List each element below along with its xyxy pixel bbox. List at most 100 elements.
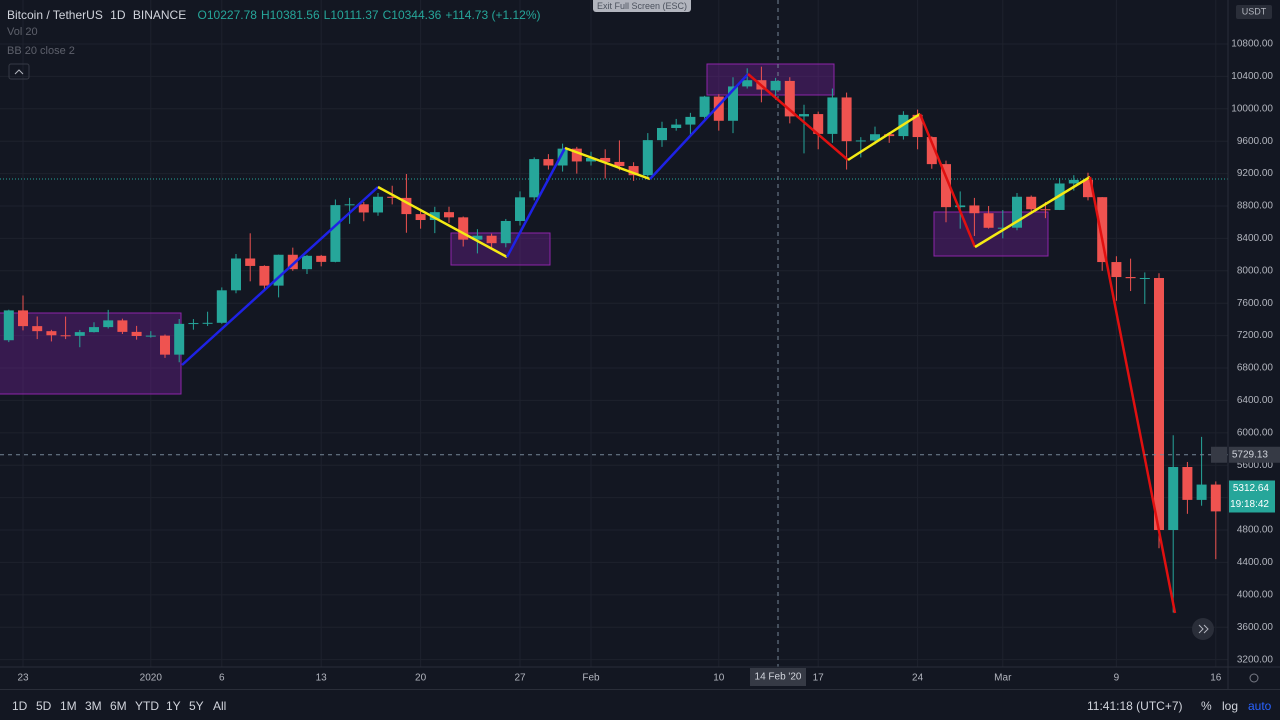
currency: USDT [1242,6,1267,16]
y-tick-label: 8000.00 [1237,265,1274,276]
candle-body [515,197,525,221]
candle-body [997,227,1008,229]
zigzag-down [1088,176,1177,614]
candle-body [401,197,412,215]
candle-body [628,166,639,176]
settings-icon[interactable] [1249,673,1259,683]
ohlc-value: C10344.36 [382,8,442,22]
y-tick-label: 10000.00 [1231,103,1273,114]
candle-body [330,205,341,262]
x-tick-label: 2020 [140,673,163,684]
candle-body [1210,484,1221,512]
candle-body [1196,484,1207,500]
candle-body [3,310,14,341]
indicator[interactable]: Vol 20 [7,26,38,38]
range-button[interactable]: YTD [135,699,159,713]
crosshair-plus-box[interactable] [1211,446,1227,463]
candle-body [713,96,724,121]
y-tick-label: 7200.00 [1237,330,1274,341]
range-button[interactable]: 5D [36,699,52,713]
exchange: BINANCE [132,8,187,22]
candle-body [302,255,312,270]
countdown: 19:18:42 [1230,499,1269,510]
crosshair-price-box [1229,446,1280,463]
range-button[interactable]: 5Y [189,699,204,713]
scale-option[interactable]: log [1222,699,1239,713]
y-tick-label: 4800.00 [1237,525,1274,536]
candle-body [500,220,511,244]
collapse-icon [14,69,24,75]
range-button[interactable]: All [213,699,227,713]
range-button[interactable]: 1Y [166,699,181,713]
last-price-box [1229,480,1275,513]
range-button[interactable]: 1M [60,699,77,713]
zone [706,63,835,96]
candle-body [1097,197,1108,263]
candle-body [74,332,85,336]
zigzag-down [377,185,508,259]
candle-body [259,265,270,286]
y-tick-label: 6400.00 [1237,395,1274,406]
x-tick-label: 20 [415,673,427,684]
candle-body [188,323,199,325]
candle-body [813,114,824,134]
candle-body [1125,277,1136,279]
zigzag-up [974,175,1091,249]
crosshair-date: 14 Feb '20 [755,672,802,683]
y-tick-label: 5600.00 [1237,460,1274,471]
zigzag-up [181,186,379,366]
candle-body [983,213,994,228]
range-button[interactable]: 1D [12,699,28,713]
candle-body [117,320,128,332]
candle-body [969,205,980,214]
zigzag-up [847,112,921,162]
y-tick-label: 10400.00 [1231,71,1273,82]
exit-button[interactable]: Exit Full Screen (ESC) [593,0,692,12]
candle-body [586,157,596,162]
clock: 11:41:18 (UTC+7) [1087,699,1183,713]
ohlc-value: +114.73 (+1.12%) [445,8,541,22]
candle-body [1168,466,1179,531]
candle-body [245,258,256,266]
x-tick-label: 27 [514,673,526,684]
candle-body [287,254,298,270]
collapse-button[interactable] [8,63,30,80]
candle-body [486,235,497,244]
scale-option[interactable]: auto [1248,699,1272,713]
ohlc: O10227.78 H10381.56 L10111.37 C10344.36 +114… [198,8,545,22]
interval: 1D [110,8,126,22]
range-button[interactable]: 6M [110,699,127,713]
ohlc-value: O10227.78 [197,8,257,22]
candle-body [89,327,99,333]
x-tick-label: 10 [713,673,725,684]
candle-body [145,335,156,337]
scale-option[interactable]: % [1201,699,1212,713]
last-price: 5312.64 [1233,483,1270,494]
zigzag-up [505,147,567,258]
candle-body [32,326,43,332]
crosshair-date-box [750,668,806,686]
candle-body [1068,179,1079,184]
candle-body [699,96,710,117]
candle-body [231,258,241,291]
x-tick-label: 24 [912,673,924,684]
candle-body [912,114,923,138]
indicator[interactable]: BB 20 close 2 [7,45,75,57]
x-tick-label: 16 [1210,673,1222,684]
zigzag-down [747,73,849,161]
currency-box[interactable] [1236,5,1272,19]
scroll-icon [1198,624,1209,634]
candle-body [855,140,866,142]
chart: USDT 3200.00 3600.00 4000.00 4400.00 4800.00… [0,0,1280,689]
candle-body [1012,196,1022,228]
legend: Bitcoin / TetherUS 1D BINANCE O10227.78 H… [7,8,549,22]
candle-body [529,159,540,198]
candle-body [160,335,170,355]
candle-body [642,140,653,176]
candle-body [216,290,227,323]
candle-body [770,80,781,91]
background [0,0,1280,689]
candle-body [941,164,951,208]
range-button[interactable]: 3M [85,699,102,713]
